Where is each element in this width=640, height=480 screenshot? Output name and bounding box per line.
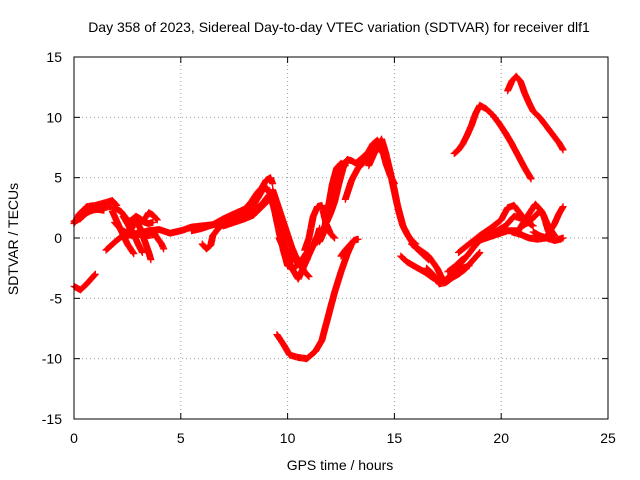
data-point-markers — [74, 197, 121, 219]
data-point-markers — [284, 224, 324, 270]
data-point-markers — [422, 249, 484, 288]
data-point-markers — [365, 135, 420, 248]
plot-frame — [73, 56, 609, 420]
y-tick-label: -5 — [50, 290, 63, 306]
y-axis-label: SDTVAR / TECUs — [5, 183, 21, 295]
series-arc-10 — [134, 209, 161, 230]
x-axis-label: GPS time / hours — [287, 457, 394, 473]
x-tick-label: 0 — [70, 430, 78, 446]
data-points — [70, 72, 567, 363]
x-tick-label: 5 — [177, 430, 185, 446]
x-tick-label: 20 — [493, 430, 509, 446]
series-arc-19 — [284, 224, 324, 270]
data-point-markers — [337, 235, 362, 260]
data-point-markers — [134, 209, 161, 230]
series-arc-37 — [450, 101, 535, 183]
y-tick-label: -15 — [42, 411, 62, 427]
series-arc-27 — [365, 135, 420, 248]
data-point-markers — [273, 240, 356, 363]
x-tick-label: 15 — [387, 430, 403, 446]
series-arc-20 — [273, 240, 356, 363]
x-tick-label: 10 — [280, 430, 296, 446]
series-arc-21 — [337, 235, 362, 260]
y-tick-label: 15 — [46, 49, 62, 65]
chart-title: Day 358 of 2023, Sidereal Day-to-day VTE… — [88, 19, 590, 35]
y-tick-label: 10 — [46, 109, 62, 125]
x-tick-label: 25 — [600, 430, 616, 446]
data-point-markers — [529, 203, 567, 242]
series-arc-03 — [74, 197, 121, 219]
series-arc-30 — [422, 249, 484, 288]
data-point-markers — [504, 72, 567, 154]
axis-ticks: 0 5 10 15 20 25 -15 -10 -5 0 5 10 15 — [42, 49, 616, 446]
data-point-markers — [450, 101, 535, 183]
series-arc-36 — [529, 203, 567, 242]
series-arc-38 — [504, 72, 567, 154]
y-tick-label: 0 — [54, 230, 62, 246]
y-tick-label: -10 — [42, 351, 62, 367]
y-tick-label: 5 — [54, 170, 62, 186]
